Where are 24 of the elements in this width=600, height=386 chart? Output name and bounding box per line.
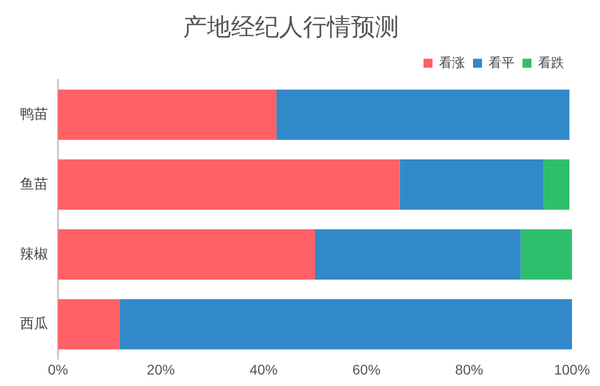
bar [58, 229, 315, 280]
legend-label: 看平 [488, 54, 514, 70]
x-tick-label: 60% [352, 361, 380, 378]
legend-label: 看跌 [538, 54, 564, 70]
y-tick-label: 鱼苗 [20, 175, 48, 192]
bar [58, 159, 400, 210]
bar [520, 229, 572, 280]
x-tick-label: 40% [250, 361, 278, 378]
bar [544, 159, 570, 210]
x-tick-label: 100% [554, 361, 590, 378]
bar [58, 299, 120, 350]
y-tick-label: 辣椒 [20, 245, 48, 262]
bar [400, 159, 544, 210]
y-tick-label: 西瓜 [20, 315, 48, 332]
bar [315, 229, 521, 280]
bar [276, 90, 570, 140]
x-tick-label: 80% [455, 361, 484, 378]
x-tick-label: 0% [48, 361, 68, 378]
y-tick-label: 鸭苗 [20, 106, 48, 122]
chart-title: 产地经纪人行情预测 [183, 14, 399, 42]
legend-label: 看涨 [439, 54, 465, 70]
x-tick-label: 20% [146, 361, 175, 378]
bar [120, 299, 572, 350]
bar [58, 90, 276, 140]
